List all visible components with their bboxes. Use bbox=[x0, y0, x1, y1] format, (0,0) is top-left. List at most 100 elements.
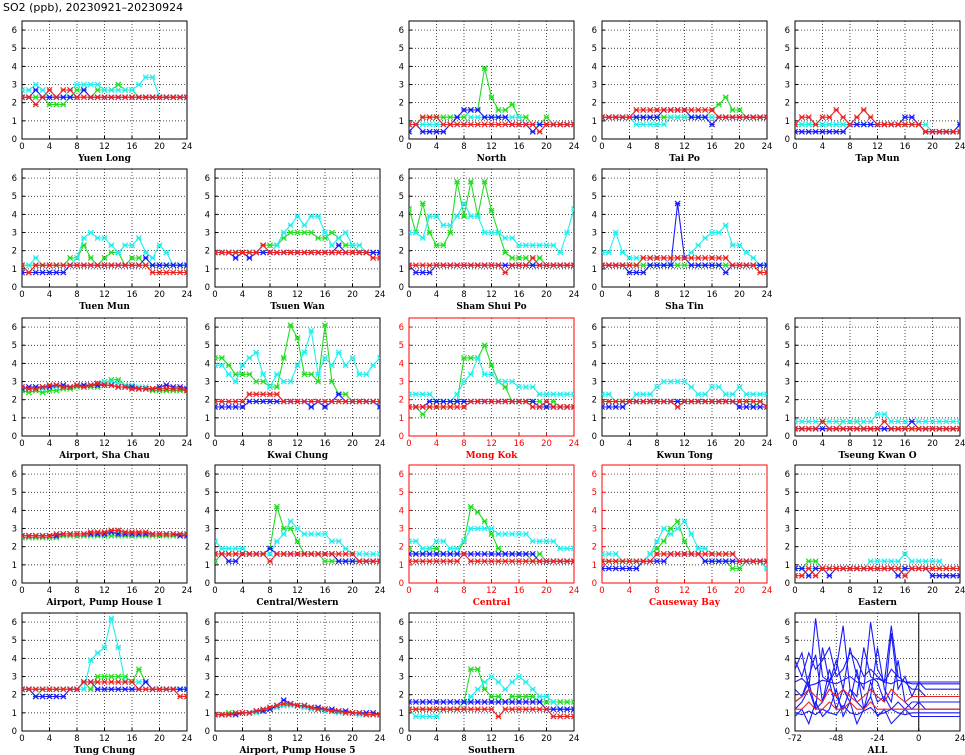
data-point-green bbox=[419, 200, 426, 207]
data-point-red bbox=[376, 558, 380, 565]
data-point-blue bbox=[660, 558, 667, 565]
data-point-green bbox=[287, 229, 294, 236]
x-tick-label: 4 bbox=[434, 586, 439, 596]
data-point-red bbox=[922, 128, 929, 135]
data-point-cyan bbox=[681, 378, 688, 385]
data-point-red bbox=[266, 558, 274, 565]
data-point-cyan bbox=[294, 362, 301, 369]
data-point-cyan bbox=[633, 121, 640, 128]
y-tick-label: 6 bbox=[399, 323, 404, 333]
data-point-cyan bbox=[409, 391, 413, 398]
data-point-cyan bbox=[950, 418, 957, 425]
y-tick-label: 6 bbox=[399, 618, 404, 628]
y-tick-label: 6 bbox=[785, 26, 790, 36]
data-point-cyan bbox=[509, 530, 516, 538]
data-point-green bbox=[440, 114, 447, 121]
data-point-red bbox=[570, 713, 574, 720]
data-point-blue bbox=[433, 550, 440, 557]
data-point-red bbox=[239, 249, 246, 256]
data-point-blue bbox=[183, 686, 187, 693]
data-point-blue bbox=[936, 572, 943, 579]
data-point-cyan bbox=[715, 229, 722, 236]
data-point-cyan bbox=[25, 262, 32, 269]
data-point-red bbox=[688, 398, 695, 405]
data-point-blue bbox=[447, 698, 454, 705]
data-point-red bbox=[736, 262, 743, 269]
data-point-red bbox=[454, 262, 461, 269]
data-point-red bbox=[895, 121, 902, 128]
data-point-cyan bbox=[660, 378, 667, 385]
data-point-red bbox=[294, 398, 301, 405]
data-point-red bbox=[218, 711, 225, 718]
data-point-cyan bbox=[495, 378, 502, 385]
data-point-blue bbox=[335, 558, 342, 565]
data-point-red bbox=[495, 262, 502, 269]
data-point-red bbox=[22, 383, 26, 391]
data-point-blue bbox=[695, 114, 702, 121]
data-point-red bbox=[409, 403, 413, 410]
data-point-red bbox=[115, 94, 122, 101]
data-point-red bbox=[633, 262, 640, 269]
data-point-red bbox=[260, 550, 267, 557]
data-point-green bbox=[454, 178, 461, 185]
x-tick-label: 16 bbox=[707, 290, 718, 300]
data-point-green bbox=[67, 254, 74, 261]
x-tick-label: 8 bbox=[461, 586, 466, 596]
data-point-blue bbox=[419, 550, 426, 557]
data-point-red bbox=[412, 403, 419, 410]
data-point-cyan bbox=[522, 242, 529, 249]
data-point-blue bbox=[860, 121, 867, 128]
data-point-cyan bbox=[225, 545, 232, 552]
data-point-red bbox=[67, 383, 74, 391]
data-point-blue bbox=[467, 698, 474, 705]
data-point-red bbox=[46, 262, 53, 269]
data-point-red bbox=[315, 249, 322, 256]
y-tick-label: 1 bbox=[399, 709, 404, 719]
data-point-cyan bbox=[736, 242, 743, 249]
data-point-red bbox=[488, 398, 495, 405]
data-point-cyan bbox=[522, 383, 529, 391]
data-point-red bbox=[260, 242, 267, 249]
data-point-red bbox=[750, 262, 757, 269]
data-point-cyan bbox=[335, 349, 342, 356]
data-point-green bbox=[522, 693, 529, 700]
data-point-green bbox=[101, 673, 108, 680]
data-point-red bbox=[460, 706, 468, 713]
y-tick-label: 2 bbox=[205, 691, 210, 701]
x-tick-label: 8 bbox=[267, 439, 272, 449]
y-tick-label: 3 bbox=[785, 673, 790, 683]
data-point-red bbox=[149, 269, 156, 276]
data-point-red bbox=[253, 708, 260, 715]
y-tick-label: 2 bbox=[592, 396, 597, 406]
x-tick-label: 0 bbox=[406, 586, 411, 596]
data-point-cyan bbox=[80, 234, 87, 242]
data-point-blue bbox=[605, 403, 612, 410]
chart-title: Airport, Pump House 1 bbox=[45, 598, 162, 608]
data-point-red bbox=[612, 262, 619, 269]
data-point-green bbox=[488, 94, 495, 101]
data-point-red bbox=[908, 425, 915, 432]
data-point-red bbox=[294, 550, 301, 557]
data-point-cyan bbox=[647, 121, 654, 128]
data-point-red bbox=[135, 94, 142, 101]
data-point-red bbox=[294, 702, 301, 709]
data-point-blue bbox=[702, 558, 709, 565]
data-point-red bbox=[253, 550, 260, 557]
x-tick-label: 16 bbox=[514, 734, 525, 744]
data-point-cyan bbox=[536, 693, 543, 700]
data-point-blue bbox=[757, 262, 764, 269]
y-tick-label: 6 bbox=[12, 26, 17, 36]
data-point-cyan bbox=[570, 545, 574, 552]
data-point-red bbox=[729, 114, 736, 121]
x-tick-label: 0 bbox=[599, 439, 604, 449]
data-point-green bbox=[660, 114, 667, 121]
data-point-green bbox=[495, 545, 502, 552]
data-point-cyan bbox=[260, 371, 267, 378]
x-tick-label: 4 bbox=[820, 586, 825, 596]
y-tick-label: 2 bbox=[205, 543, 210, 553]
data-point-cyan bbox=[433, 213, 440, 220]
data-point-red bbox=[149, 94, 156, 101]
plot-frame bbox=[21, 168, 188, 288]
